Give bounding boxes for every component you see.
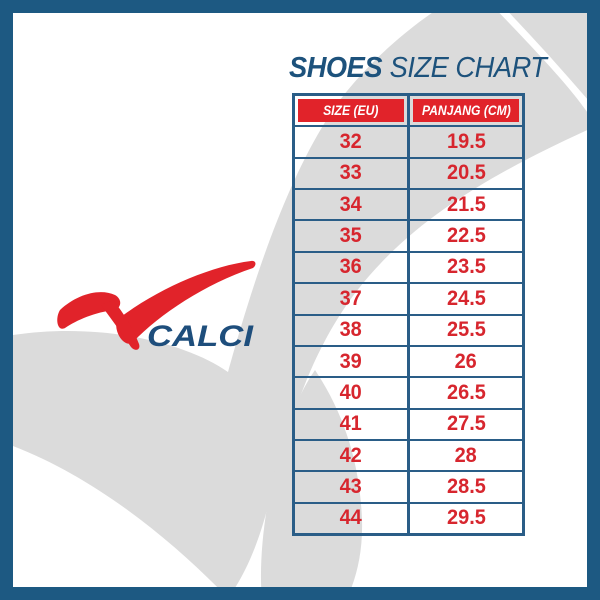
length-header-cell: PANJANG (CM) <box>410 96 522 125</box>
size-value: 40 <box>339 380 363 404</box>
length-value: 21.5 <box>446 192 486 216</box>
brand-logo: CALCI <box>57 260 256 353</box>
length-cell: 26 <box>410 347 522 376</box>
size-cell: 40 <box>295 378 410 408</box>
size-header-label: SIZE (EU) <box>323 103 379 119</box>
table-row: 41 27.5 <box>295 407 522 439</box>
size-cell: 39 <box>295 346 410 377</box>
length-value: 20.5 <box>446 161 486 185</box>
size-cell: 41 <box>295 409 410 439</box>
table-row: 38 25.5 <box>295 313 522 345</box>
size-cell: 44 <box>295 503 410 534</box>
length-header-badge: PANJANG (CM) <box>413 99 519 123</box>
size-cell: 32 <box>295 127 410 157</box>
size-header-badge: SIZE (EU) <box>298 99 404 123</box>
logo-left-wing-shape <box>57 292 121 329</box>
length-value: 27.5 <box>446 412 486 436</box>
table-row: 33 20.5 <box>295 156 522 189</box>
table-row: 34 21.5 <box>295 188 522 220</box>
size-cell: 35 <box>295 221 410 251</box>
length-value: 23.5 <box>446 255 486 279</box>
length-value: 22.5 <box>446 224 486 248</box>
length-header-label: PANJANG (CM) <box>421 103 511 119</box>
table-row: 43 28.5 <box>295 470 522 502</box>
size-value: 32 <box>339 130 363 154</box>
length-cell: 25.5 <box>410 316 522 345</box>
length-cell: 20.5 <box>410 159 522 188</box>
length-value: 26 <box>454 349 478 373</box>
chart-title-rest: SIZE CHART <box>389 52 547 84</box>
length-value: 29.5 <box>446 506 486 530</box>
size-value: 34 <box>339 192 363 216</box>
table-row: 37 24.5 <box>295 282 522 314</box>
size-value: 39 <box>339 349 363 373</box>
lower-strip-shape <box>260 370 363 587</box>
background-swoosh-graphic <box>13 13 587 587</box>
size-cell: 43 <box>295 472 410 502</box>
table-row: 35 22.5 <box>295 219 522 251</box>
length-value: 24.5 <box>446 286 486 310</box>
size-value: 41 <box>339 412 363 436</box>
table-row: 36 23.5 <box>295 250 522 283</box>
size-cell: 34 <box>295 190 410 220</box>
length-value: 19.5 <box>446 130 486 154</box>
chart-title-emphasis: SHOES <box>289 52 383 84</box>
size-value: 37 <box>339 286 363 310</box>
table-row: 40 26.5 <box>295 376 522 408</box>
size-cell: 38 <box>295 315 410 345</box>
length-cell: 23.5 <box>410 253 522 282</box>
size-cell: 33 <box>295 158 410 189</box>
length-cell: 22.5 <box>410 221 522 250</box>
size-value: 33 <box>339 161 363 185</box>
size-table: SIZE (EU) PANJANG (CM) 32 19.5 33 20.5 <box>292 93 525 536</box>
table-row: 42 28 <box>295 438 522 471</box>
size-header-cell: SIZE (EU) <box>295 96 410 126</box>
length-value: 26.5 <box>446 380 486 404</box>
main-band-shape <box>13 13 587 587</box>
logo-long-wing-shape <box>116 260 256 344</box>
poster-canvas: CALCI SHOES SIZE CHART SIZE (EU) PANJANG … <box>13 13 587 587</box>
length-cell: 26.5 <box>410 378 522 407</box>
brand-wordmark: CALCI <box>147 320 254 353</box>
length-value: 28 <box>454 443 478 467</box>
length-cell: 24.5 <box>410 284 522 313</box>
chart-title: SHOES SIZE CHART <box>289 51 547 85</box>
size-value: 44 <box>339 506 363 530</box>
table-row: 32 19.5 <box>295 125 522 157</box>
corner-triangle-shape <box>509 13 587 99</box>
size-cell: 36 <box>295 252 410 283</box>
table-row: 44 29.5 <box>295 501 522 534</box>
length-cell: 21.5 <box>410 190 522 219</box>
size-value: 35 <box>339 224 363 248</box>
length-cell: 28.5 <box>410 472 522 501</box>
size-value: 42 <box>339 443 363 467</box>
length-cell: 28 <box>410 441 522 470</box>
length-value: 28.5 <box>446 474 486 498</box>
table-row: 39 26 <box>295 344 522 377</box>
size-value: 43 <box>339 474 363 498</box>
size-value: 36 <box>339 255 363 279</box>
length-value: 25.5 <box>446 318 486 342</box>
length-cell: 19.5 <box>410 127 522 156</box>
table-header-row: SIZE (EU) PANJANG (CM) <box>295 96 522 126</box>
logo-tail-shape <box>101 300 140 350</box>
size-cell: 42 <box>295 440 410 471</box>
size-value: 38 <box>339 318 363 342</box>
size-cell: 37 <box>295 284 410 314</box>
length-cell: 29.5 <box>410 504 522 533</box>
length-cell: 27.5 <box>410 410 522 439</box>
